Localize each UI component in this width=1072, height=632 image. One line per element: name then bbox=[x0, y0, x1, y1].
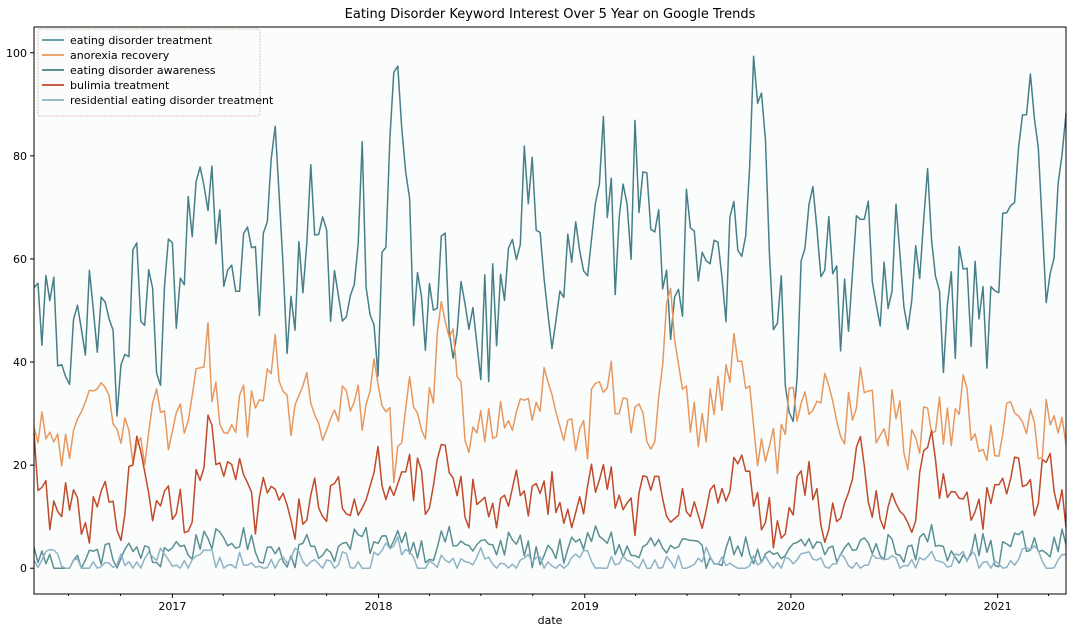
y-tick-label: 20 bbox=[13, 459, 27, 472]
x-tick-label: 2018 bbox=[365, 600, 393, 613]
legend-label: eating disorder awareness bbox=[70, 64, 216, 77]
x-tick-label: 2019 bbox=[571, 600, 599, 613]
y-axis: 0 20 40 60 80 100 bbox=[6, 47, 34, 575]
series-line-bulimia-treatment bbox=[33, 414, 1067, 549]
x-axis-label: date bbox=[538, 614, 563, 627]
y-tick-label: 0 bbox=[20, 562, 27, 575]
legend-label: residential eating disorder treatment bbox=[70, 94, 274, 107]
x-tick-label: 2017 bbox=[158, 600, 186, 613]
chart-title: Eating Disorder Keyword Interest Over 5 … bbox=[345, 7, 756, 22]
legend-box bbox=[37, 28, 261, 117]
legend: eating disorder treatment anorexia recove… bbox=[37, 28, 274, 117]
series-layer bbox=[33, 55, 1067, 569]
x-tick-label: 2020 bbox=[777, 600, 805, 613]
y-tick-label: 100 bbox=[6, 47, 27, 60]
y-tick-label: 60 bbox=[13, 253, 27, 266]
series-line-residential-eating-disorder-treatment bbox=[33, 536, 1066, 569]
y-tick-label: 80 bbox=[13, 150, 27, 163]
legend-label: bulimia treatment bbox=[70, 79, 170, 92]
series-line-anorexia-recovery bbox=[33, 287, 1067, 484]
series-line-eating-disorder-awareness bbox=[33, 55, 1067, 423]
x-tick-label: 2021 bbox=[984, 600, 1012, 613]
plot-frame bbox=[33, 26, 1067, 595]
x-axis: 2017 2018 2019 2020 2021 bbox=[67, 594, 1049, 613]
legend-label: anorexia recovery bbox=[70, 49, 170, 62]
series-line-eating-disorder-treatment bbox=[33, 523, 1067, 569]
y-tick-label: 40 bbox=[13, 356, 27, 369]
legend-label: eating disorder treatment bbox=[70, 34, 213, 47]
